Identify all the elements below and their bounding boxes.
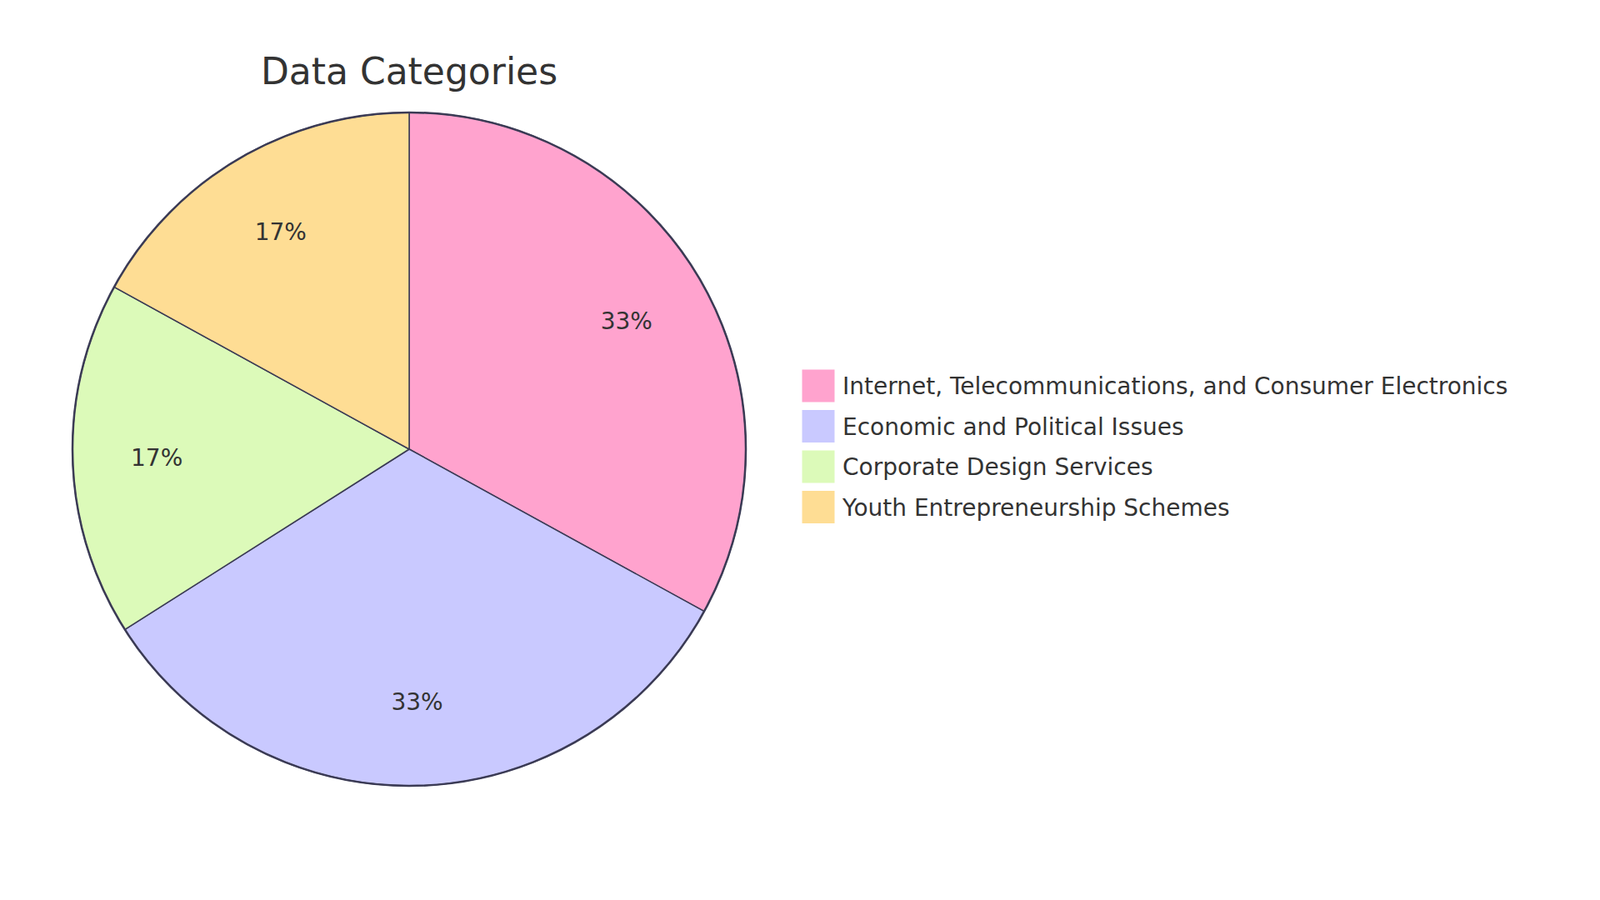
legend-label: Economic and Political Issues [842,413,1185,441]
data-label: 17% [255,218,307,246]
legend-swatch [801,490,835,525]
legend: Internet, Telecommunications, and Consum… [801,369,1508,525]
chart: Data Categories 33% 33% 17% 17% Internet, Tel… [0,0,1600,900]
pie-outline [72,112,746,786]
legend-label: Internet, Telecommunications, and Consum… [842,372,1508,400]
legend-label: Corporate Design Services [842,453,1154,481]
legend-swatch [801,410,835,444]
legend-swatch [801,450,835,484]
data-label: 17% [130,444,183,472]
slice [114,112,410,450]
data-label: 33% [390,688,443,716]
title: Data Categories [260,50,558,93]
data-label: 33% [600,307,653,335]
legend-swatch [801,369,835,403]
slices [72,112,746,786]
legend-label: Youth Entrepreneurship Schemes [841,494,1230,522]
